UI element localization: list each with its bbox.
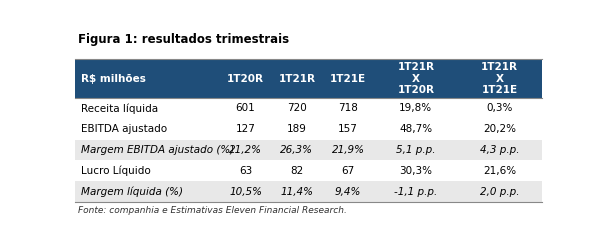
Text: 48,7%: 48,7% — [399, 124, 432, 134]
Text: 718: 718 — [338, 104, 358, 113]
Bar — [75, 119, 542, 140]
Text: 2,0 p.p.: 2,0 p.p. — [480, 187, 520, 197]
Text: 1T21R: 1T21R — [278, 74, 315, 84]
Text: 30,3%: 30,3% — [399, 166, 432, 176]
Text: 82: 82 — [290, 166, 303, 176]
Bar — [75, 59, 542, 98]
Text: 20,2%: 20,2% — [483, 124, 517, 134]
Text: R$ milhões: R$ milhões — [81, 74, 146, 84]
Text: 720: 720 — [287, 104, 307, 113]
Text: 9,4%: 9,4% — [335, 187, 361, 197]
Text: 26,3%: 26,3% — [281, 145, 314, 155]
Text: Fonte: companhia e Estimativas Eleven Financial Research.: Fonte: companhia e Estimativas Eleven Fi… — [78, 206, 347, 215]
Text: 1T20R: 1T20R — [227, 74, 264, 84]
Text: Lucro Líquido: Lucro Líquido — [81, 166, 150, 176]
Text: Figura 1: resultados trimestrais: Figura 1: resultados trimestrais — [78, 33, 289, 46]
Text: 19,8%: 19,8% — [399, 104, 432, 113]
Text: 21,2%: 21,2% — [229, 145, 262, 155]
Text: Margem líquida (%): Margem líquida (%) — [81, 186, 183, 197]
Text: 21,9%: 21,9% — [332, 145, 365, 155]
Text: 1T21E: 1T21E — [330, 74, 366, 84]
Bar — [75, 140, 542, 161]
Text: -1,1 p.p.: -1,1 p.p. — [394, 187, 438, 197]
Text: 21,6%: 21,6% — [483, 166, 517, 176]
Text: 189: 189 — [287, 124, 307, 134]
Text: 10,5%: 10,5% — [229, 187, 262, 197]
Text: Receita líquida: Receita líquida — [81, 103, 158, 114]
Text: EBITDA ajustado: EBITDA ajustado — [81, 124, 167, 134]
Text: Margem EBITDA ajustado (%): Margem EBITDA ajustado (%) — [81, 145, 234, 155]
Text: 67: 67 — [341, 166, 355, 176]
Text: 157: 157 — [338, 124, 358, 134]
Bar — [75, 98, 542, 119]
Bar — [75, 181, 542, 202]
Text: 127: 127 — [235, 124, 255, 134]
Text: 63: 63 — [239, 166, 252, 176]
Text: 4,3 p.p.: 4,3 p.p. — [480, 145, 520, 155]
Text: 1T21R
X
1T20R: 1T21R X 1T20R — [397, 62, 434, 95]
Text: 11,4%: 11,4% — [281, 187, 314, 197]
Text: 1T21R
X
1T21E: 1T21R X 1T21E — [482, 62, 518, 95]
Text: 601: 601 — [235, 104, 255, 113]
Text: 5,1 p.p.: 5,1 p.p. — [396, 145, 436, 155]
Text: 0,3%: 0,3% — [486, 104, 513, 113]
Bar — [75, 161, 542, 181]
